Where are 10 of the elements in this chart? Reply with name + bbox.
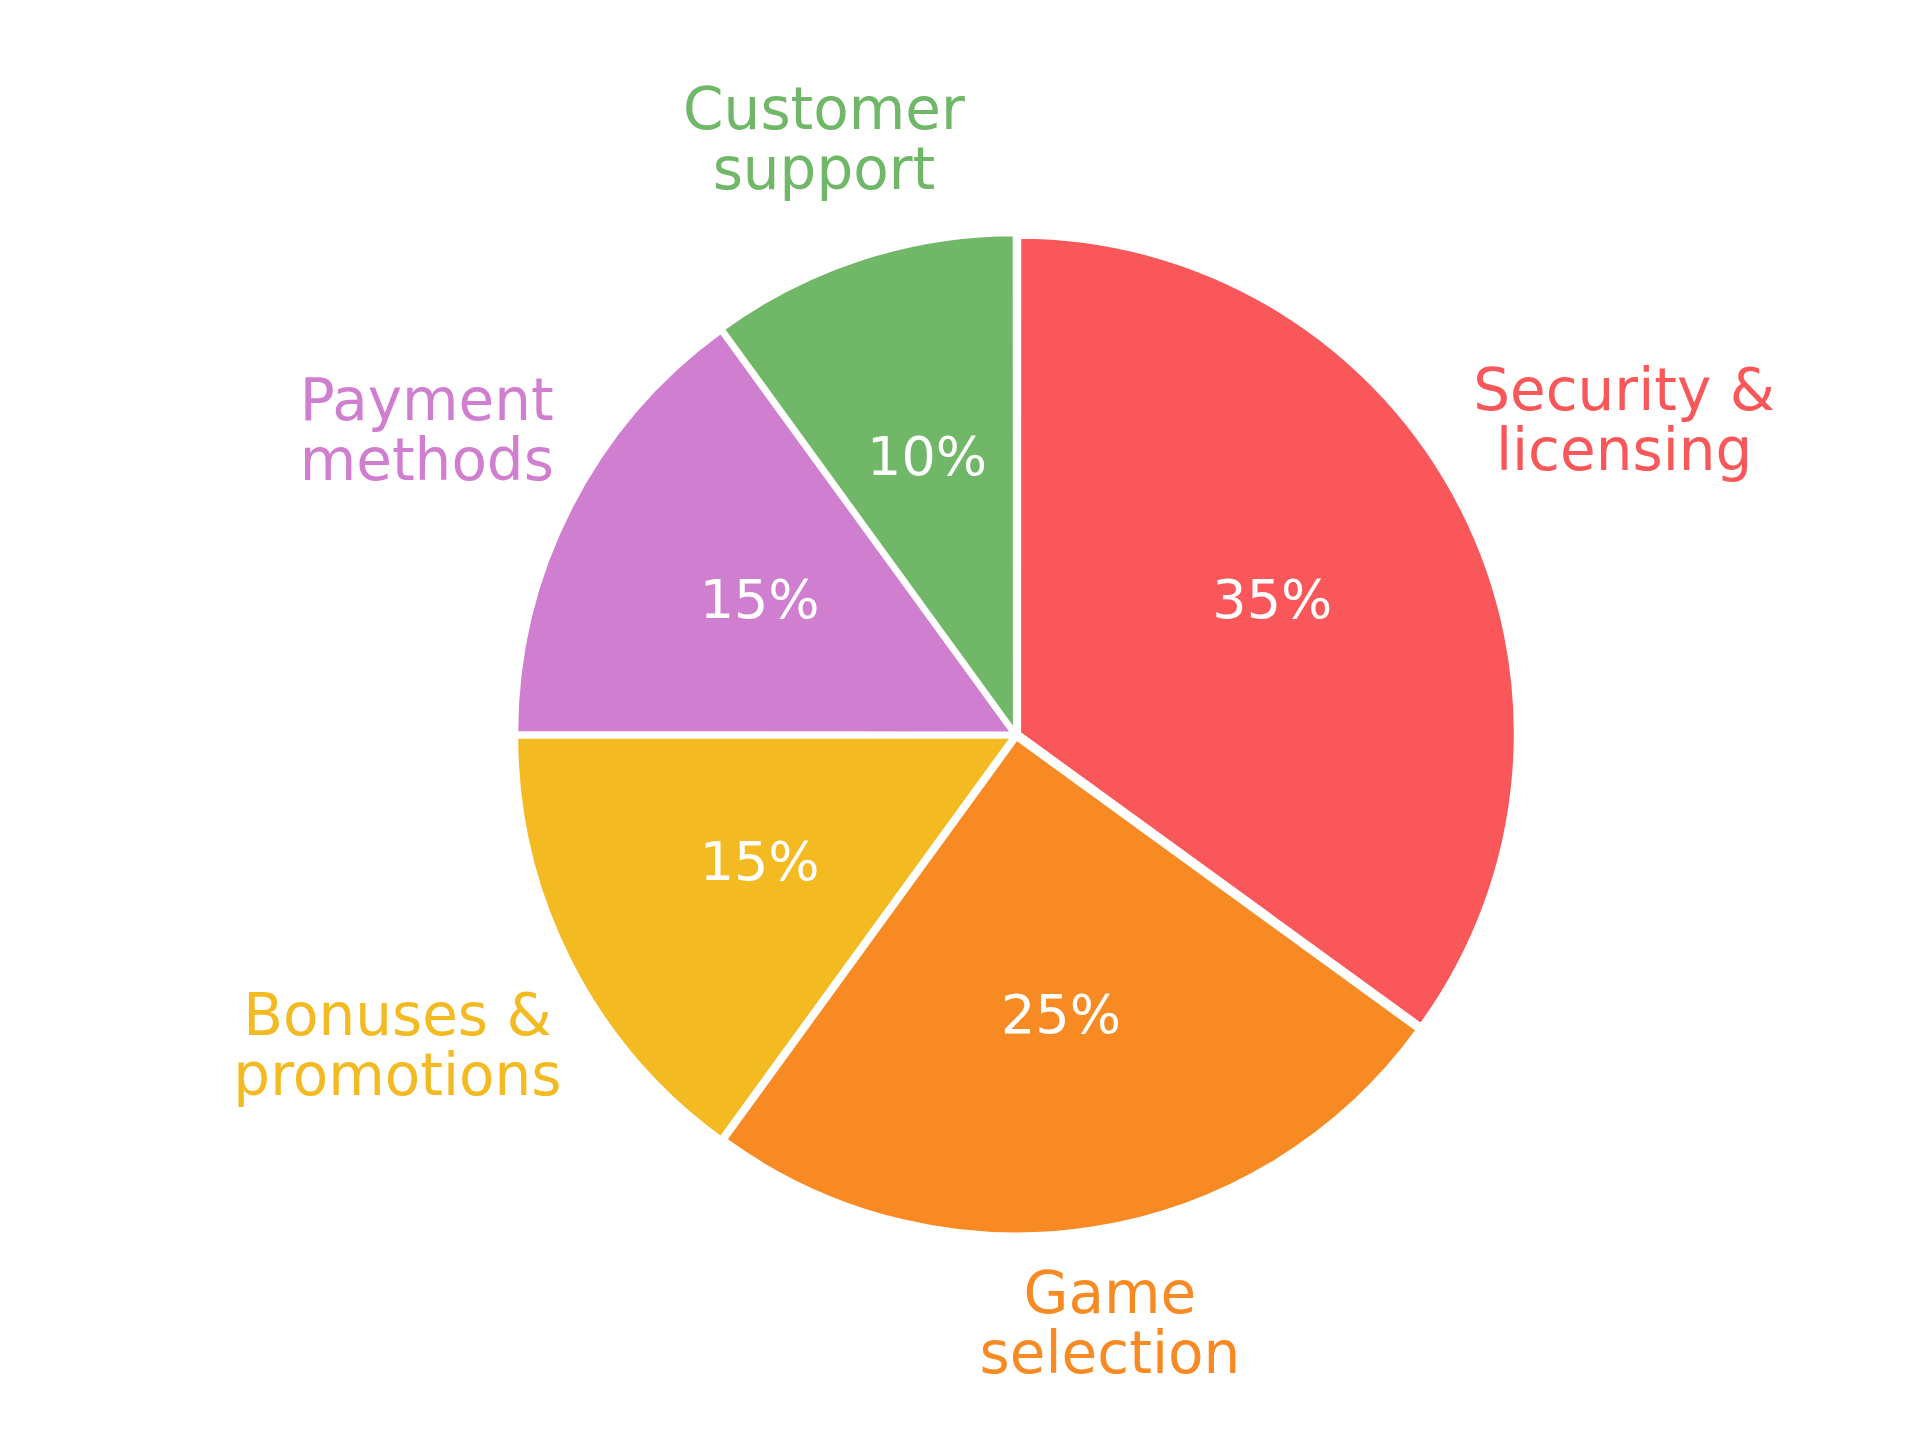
data-label: 15%: [699, 568, 820, 632]
slice-label: Payment methods: [299, 365, 554, 494]
data-label: 10%: [867, 425, 988, 489]
slice-label: Game selection: [979, 1259, 1241, 1388]
data-label: 25%: [1000, 983, 1122, 1047]
data-label: 15%: [699, 829, 820, 893]
slice-label: Customer support: [683, 75, 965, 204]
data-label: 35%: [1212, 568, 1333, 632]
slice-label: Bonuses & promotions: [233, 981, 562, 1110]
slice-label: Security & licensing: [1473, 356, 1776, 485]
